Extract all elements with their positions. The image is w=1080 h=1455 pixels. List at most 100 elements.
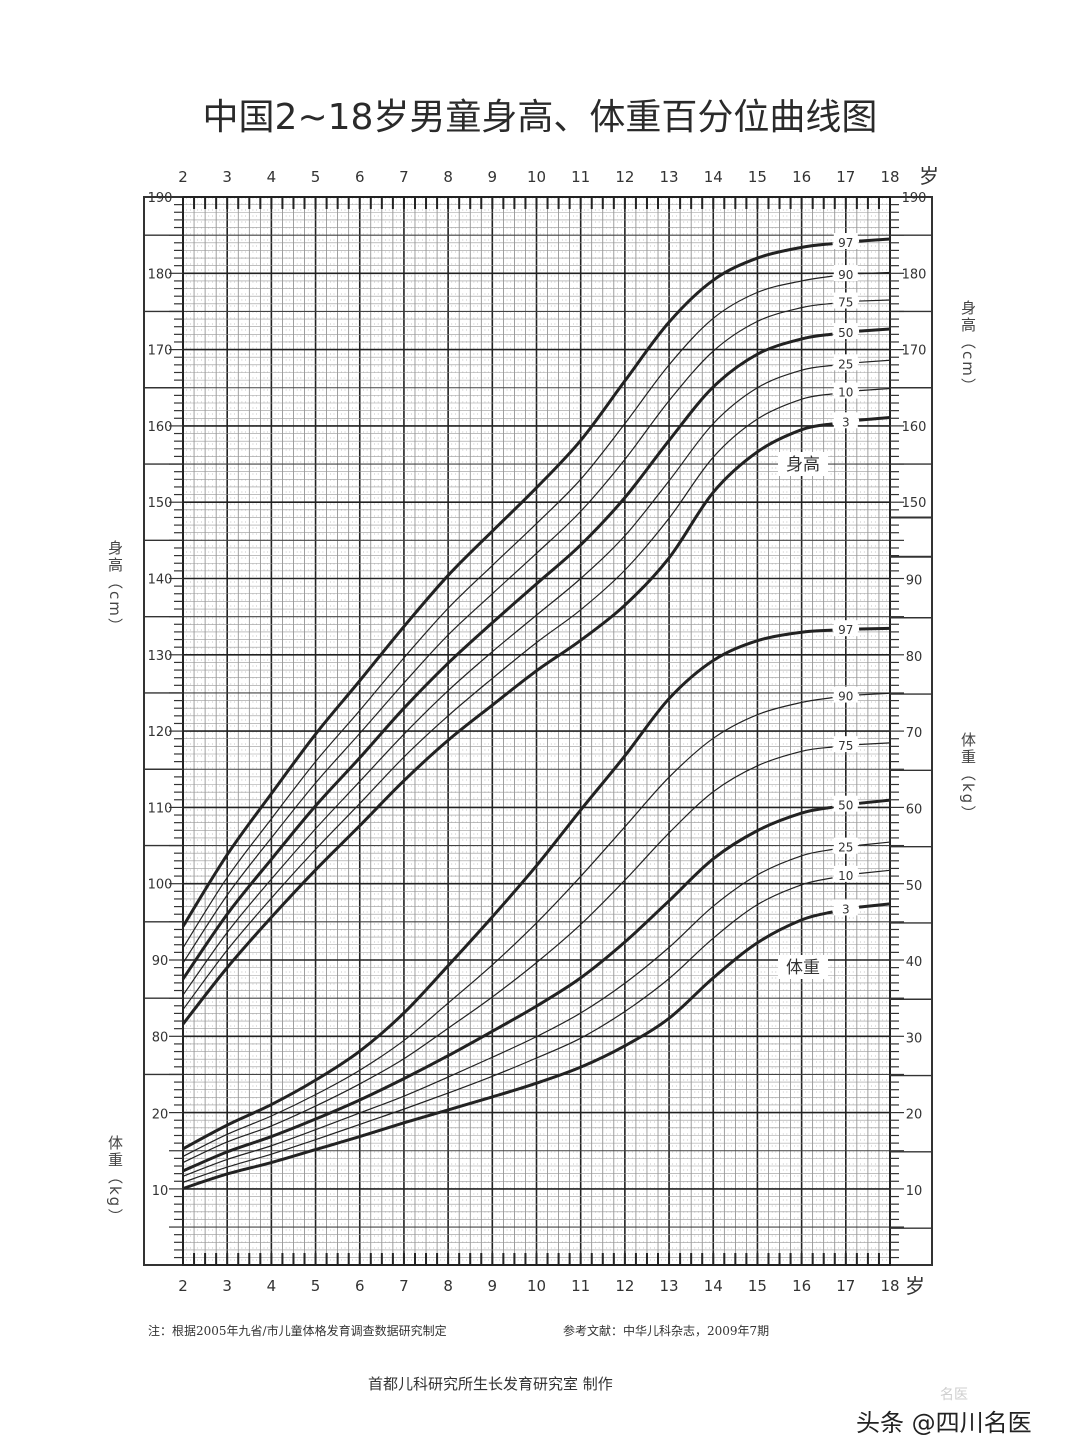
svg-text:80: 80	[906, 650, 923, 665]
svg-text:100: 100	[148, 878, 173, 893]
left-weight-axis-label: 体重（kg）	[106, 1135, 124, 1226]
svg-text:9: 9	[488, 1277, 498, 1295]
svg-text:120: 120	[148, 725, 173, 740]
svg-text:17: 17	[836, 1277, 855, 1295]
percentile-label-25: 25	[838, 841, 853, 855]
watermark: 头条 @四川名医	[856, 1409, 1032, 1437]
svg-text:8: 8	[443, 1277, 453, 1295]
percentile-label-90: 90	[838, 690, 853, 704]
percentile-curve-50	[181, 332, 833, 980]
percentile-label-10: 10	[838, 386, 853, 400]
svg-text:10: 10	[527, 168, 546, 186]
percentile-curve-75	[182, 746, 833, 1164]
svg-text:14: 14	[704, 168, 723, 186]
svg-text:15: 15	[748, 1277, 767, 1295]
svg-text:11: 11	[571, 168, 590, 186]
svg-text:160: 160	[148, 420, 173, 435]
svg-text:7: 7	[399, 1277, 409, 1295]
svg-text:12: 12	[615, 168, 634, 186]
svg-text:2: 2	[178, 1277, 188, 1295]
percentile-curve-10	[182, 393, 833, 1010]
svg-text:4: 4	[267, 168, 277, 186]
svg-text:12: 12	[615, 1277, 634, 1295]
svg-text:2: 2	[178, 168, 188, 186]
svg-text:6: 6	[355, 168, 365, 186]
svg-text:130: 130	[148, 649, 173, 664]
weight-curves: 97 90 75 50 25 10 3	[182, 620, 891, 1190]
svg-text:180: 180	[148, 267, 173, 282]
svg-text:3: 3	[222, 1277, 232, 1295]
svg-text:11: 11	[571, 1277, 590, 1295]
svg-text:190: 190	[902, 191, 927, 206]
axis-labels: 2 2 3 3 4 4 5 5 6 6 7 7 8 8 9 9 10 10 11 11 12 12 13 13 14 14 15 15…	[148, 164, 939, 1298]
svg-text:16: 16	[792, 168, 811, 186]
percentile-curve-50	[182, 805, 833, 1173]
percentile-label-3: 3	[842, 902, 850, 916]
svg-text:4: 4	[267, 1277, 277, 1295]
percentile-curve-10	[182, 877, 833, 1183]
percentile-label-90: 90	[838, 268, 853, 282]
svg-text:15: 15	[748, 168, 767, 186]
svg-text:5: 5	[311, 168, 321, 186]
svg-text:14: 14	[704, 1277, 723, 1295]
watermark-faint: 名医	[940, 1387, 968, 1403]
svg-text:90: 90	[152, 954, 169, 969]
svg-text:5: 5	[311, 1277, 321, 1295]
svg-text:20: 20	[906, 1108, 923, 1123]
percentile-curve-25	[182, 848, 833, 1177]
percentile-label-97: 97	[838, 236, 853, 250]
svg-text:70: 70	[906, 726, 923, 741]
svg-text:9: 9	[488, 168, 498, 186]
svg-text:18: 18	[880, 1277, 899, 1295]
svg-text:180: 180	[902, 267, 927, 282]
svg-text:140: 140	[148, 573, 173, 588]
svg-text:10: 10	[527, 1277, 546, 1295]
svg-text:16: 16	[792, 1277, 811, 1295]
percentile-curve-97	[182, 628, 833, 1151]
percentile-label-10: 10	[838, 869, 853, 883]
percentile-label-75: 75	[838, 739, 853, 753]
percentile-label-50: 50	[838, 799, 853, 813]
svg-text:150: 150	[148, 496, 173, 511]
svg-text:13: 13	[660, 1277, 679, 1295]
percentile-label-50: 50	[838, 326, 853, 340]
svg-text:170: 170	[148, 344, 173, 359]
percentile-label-3: 3	[842, 415, 850, 429]
svg-text:岁: 岁	[919, 164, 939, 188]
height-curves: 97 90 75 50 25 10 3	[181, 233, 891, 1026]
svg-text:150: 150	[902, 496, 927, 511]
svg-text:13: 13	[660, 168, 679, 186]
percentile-curve-97	[181, 242, 833, 928]
svg-text:10: 10	[906, 1184, 923, 1199]
grid	[182, 196, 891, 1265]
percentile-curve-3	[182, 910, 833, 1190]
svg-text:18: 18	[880, 168, 899, 186]
footer-note: 注：根据2005年九省/市儿童体格发育调查数据研究制定	[148, 1324, 447, 1338]
svg-text:80: 80	[152, 1030, 169, 1045]
svg-text:190: 190	[148, 191, 173, 206]
svg-text:90: 90	[906, 574, 923, 589]
height-panel-label: 身高	[786, 455, 820, 475]
percentile-label-75: 75	[838, 296, 853, 310]
right-height-axis-label: 身高（cm）	[959, 300, 977, 395]
side-ticks	[144, 196, 932, 1265]
svg-text:160: 160	[902, 420, 927, 435]
svg-text:岁: 岁	[905, 1274, 925, 1298]
svg-text:6: 6	[355, 1277, 365, 1295]
footer-maker: 首都儿科研究所生长发育研究室 制作	[368, 1375, 613, 1393]
percentile-curve-90	[182, 275, 833, 949]
svg-text:170: 170	[902, 344, 927, 359]
percentile-curve-90	[182, 697, 833, 1157]
svg-text:40: 40	[906, 955, 923, 970]
svg-text:8: 8	[443, 168, 453, 186]
svg-text:17: 17	[836, 168, 855, 186]
chart-title: 中国2~18岁男童身高、体重百分位曲线图	[202, 97, 878, 138]
percentile-label-25: 25	[838, 357, 853, 371]
percentile-curve-3	[181, 422, 833, 1026]
svg-text:7: 7	[399, 168, 409, 186]
percentile-curve-25	[182, 364, 833, 996]
percentile-label-97: 97	[838, 623, 853, 637]
svg-text:10: 10	[152, 1184, 169, 1199]
